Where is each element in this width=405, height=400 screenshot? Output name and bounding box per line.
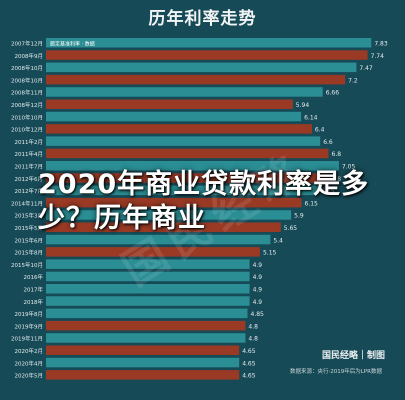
bar xyxy=(46,247,260,257)
value-label: 4.8 xyxy=(248,323,258,330)
page-title: 历年利率走势 xyxy=(148,9,257,29)
value-label: 6.15 xyxy=(305,200,319,207)
bar xyxy=(46,136,321,146)
category-label: 2020年2月 xyxy=(15,347,44,355)
bar xyxy=(46,222,281,232)
category-label: 2012年6月 xyxy=(15,175,44,183)
bar xyxy=(46,173,329,183)
value-label: 6.8 xyxy=(332,151,342,158)
category-label: 2018年 xyxy=(24,298,44,306)
bar xyxy=(46,320,246,331)
value-label: 4.9 xyxy=(253,287,263,294)
value-label: 4.9 xyxy=(253,274,263,281)
category-label: 2011年4月 xyxy=(15,150,44,158)
bar xyxy=(46,38,372,48)
category-label: 2019年9月 xyxy=(15,322,44,330)
category-label: 2011年7月 xyxy=(15,163,44,171)
category-label: 2008年10月 xyxy=(11,76,43,84)
value-label: 4.85 xyxy=(251,311,265,318)
value-label: 4.65 xyxy=(242,348,256,355)
bar xyxy=(46,296,250,306)
bar xyxy=(46,357,240,368)
category-label: 2008年12月 xyxy=(11,101,43,109)
value-label: 4.9 xyxy=(253,299,263,306)
value-label: 5.65 xyxy=(284,225,298,232)
value-label: 7.83 xyxy=(374,41,388,48)
value-label: 4.65 xyxy=(242,360,256,367)
category-label: 2011年2月 xyxy=(15,138,44,146)
value-label: 7.2 xyxy=(348,77,358,84)
value-label: 6.4 xyxy=(315,127,325,134)
bar xyxy=(46,62,357,73)
category-label: 2015年10月 xyxy=(11,261,43,269)
value-label: 5.9 xyxy=(294,213,304,220)
bar xyxy=(46,99,293,109)
value-label: 6.66 xyxy=(326,90,340,97)
category-label: 2008年10月 xyxy=(11,64,43,72)
value-label: 7.47 xyxy=(359,65,373,72)
value-label: 6.6 xyxy=(323,139,333,146)
bar xyxy=(46,345,240,355)
value-label: 6.14 xyxy=(304,114,318,121)
bar xyxy=(46,124,312,134)
category-label: 2010年12月 xyxy=(11,126,43,134)
value-label: 7.05 xyxy=(342,164,356,171)
category-label: 2015年8月 xyxy=(15,249,44,257)
value-label: 7.74 xyxy=(371,53,385,60)
bar xyxy=(46,333,246,343)
category-label: 2016年 xyxy=(24,273,44,281)
category-label: 2019年8月 xyxy=(15,310,44,318)
value-label: 5.94 xyxy=(296,102,310,109)
bar xyxy=(46,234,271,245)
bar xyxy=(46,308,248,319)
source-footnote: 数据来源：央行·2019年后为LPR数据 xyxy=(290,369,382,375)
bar xyxy=(46,50,368,60)
value-label: 4.65 xyxy=(242,373,256,380)
category-label: 2019年11月 xyxy=(11,335,43,343)
bar xyxy=(46,259,250,269)
category-label: 2008年11月 xyxy=(11,89,43,97)
bar xyxy=(46,111,302,122)
category-label: 2015年5月 xyxy=(15,224,44,232)
category-label: 2020年4月 xyxy=(15,359,44,367)
value-label: 4.8 xyxy=(248,336,258,343)
bar xyxy=(46,87,323,97)
value-label: 5.15 xyxy=(263,250,277,257)
bar xyxy=(46,197,302,208)
first-bar-inline-label: 额定基准利率 · 数据 xyxy=(50,41,95,48)
category-label: 2012年7月 xyxy=(15,187,44,195)
category-label: 2008年9月 xyxy=(15,52,44,60)
category-label: 2017年 xyxy=(24,286,44,294)
category-label: 2015年6月 xyxy=(15,236,44,244)
value-label: 6.8 xyxy=(332,176,342,183)
value-label: 6.55 xyxy=(321,188,335,195)
category-label: 2020年5月 xyxy=(15,372,44,380)
category-label: 2014年11月 xyxy=(11,199,43,207)
category-label: 2010年10月 xyxy=(11,113,43,121)
bar xyxy=(46,74,346,85)
value-label: 4.9 xyxy=(253,262,263,269)
bar xyxy=(46,284,250,294)
overlay-article-title: 2020年商业贷款利率是多少？历年商业 xyxy=(38,169,370,234)
bar xyxy=(46,161,339,171)
brand-logo-text: 国民经略｜制图 xyxy=(322,351,386,361)
category-label: 2007年12月 xyxy=(11,40,43,48)
bar xyxy=(46,148,329,159)
bar xyxy=(46,185,319,196)
value-label: 5.4 xyxy=(273,237,283,244)
bar xyxy=(46,370,240,380)
bar xyxy=(46,210,292,220)
category-label: 2015年3月 xyxy=(15,212,44,220)
bar xyxy=(46,271,250,282)
